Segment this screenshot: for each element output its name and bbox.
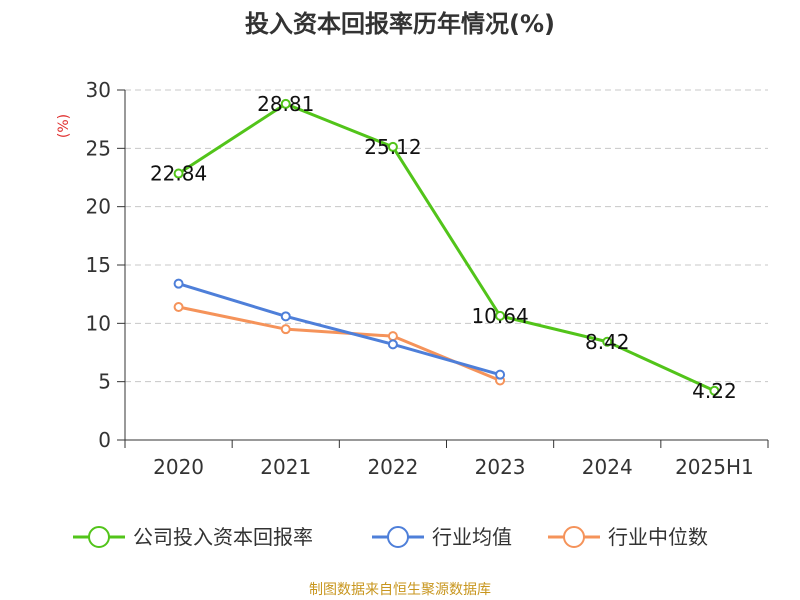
y-tick-label: 15 bbox=[86, 253, 111, 277]
data-point bbox=[173, 168, 184, 179]
series-line bbox=[177, 102, 716, 393]
grid bbox=[125, 89, 768, 383]
data-label: 22.84 bbox=[150, 162, 207, 186]
data-point bbox=[280, 98, 291, 109]
data-label: 25.12 bbox=[364, 135, 421, 159]
data-point bbox=[495, 310, 506, 321]
data-point bbox=[280, 324, 291, 335]
y-tick-label: 25 bbox=[86, 136, 111, 160]
data-point bbox=[495, 369, 506, 380]
x-tick-label: 2020 bbox=[153, 455, 204, 479]
data-point bbox=[280, 311, 291, 322]
legend-swatch-marker bbox=[563, 526, 585, 548]
y-axis-label: (%) bbox=[56, 114, 72, 138]
data-label: 28.81 bbox=[257, 92, 314, 116]
series-line bbox=[178, 282, 501, 377]
legend-label: 行业均值 bbox=[432, 525, 512, 549]
x-tick-label: 2025H1 bbox=[675, 455, 754, 479]
legend[interactable]: 公司投入资本回报率 行业均值 行业中位数 bbox=[73, 525, 708, 549]
x-tick-label: 2023 bbox=[475, 455, 526, 479]
data-point bbox=[173, 278, 184, 289]
data-label: 10.64 bbox=[471, 304, 528, 328]
source-note: 制图数据来自恒生聚源数据库 bbox=[309, 582, 491, 598]
y-tick-label: 0 bbox=[98, 428, 111, 452]
data-point bbox=[602, 336, 613, 347]
legend-item[interactable]: 行业均值 bbox=[372, 525, 512, 549]
x-tick-label: 2021 bbox=[260, 455, 311, 479]
legend-swatch-marker bbox=[387, 526, 409, 548]
y-tick-label: 30 bbox=[86, 78, 111, 102]
legend-item[interactable]: 行业中位数 bbox=[548, 525, 708, 549]
axes: 0 5 10 15 20 25 30 2020 2021 2022 2023 2024 2025H1 bbox=[86, 78, 769, 479]
series bbox=[173, 98, 720, 396]
y-tick-label: 10 bbox=[86, 311, 111, 335]
y-tick-label: 5 bbox=[98, 370, 111, 394]
chart-title: 投入资本回报率历年情况(%) bbox=[245, 10, 555, 38]
y-tick-label: 20 bbox=[86, 195, 111, 219]
data-point bbox=[709, 385, 720, 396]
x-tick-label: 2024 bbox=[582, 455, 633, 479]
data-point bbox=[173, 302, 184, 312]
series-line bbox=[178, 305, 501, 382]
data-point bbox=[387, 339, 398, 350]
legend-swatch-marker bbox=[88, 526, 110, 548]
data-point bbox=[387, 141, 398, 152]
data-label: 8.42 bbox=[585, 330, 630, 354]
legend-label: 行业中位数 bbox=[608, 525, 708, 549]
data-labels: 22.84 28.81 25.12 10.64 8.42 4.22 bbox=[150, 92, 737, 403]
x-tick-label: 2022 bbox=[367, 455, 418, 479]
data-label: 4.22 bbox=[692, 379, 737, 403]
legend-item[interactable]: 公司投入资本回报率 bbox=[73, 525, 313, 549]
data-point bbox=[387, 331, 398, 342]
legend-label: 公司投入资本回报率 bbox=[133, 525, 313, 549]
